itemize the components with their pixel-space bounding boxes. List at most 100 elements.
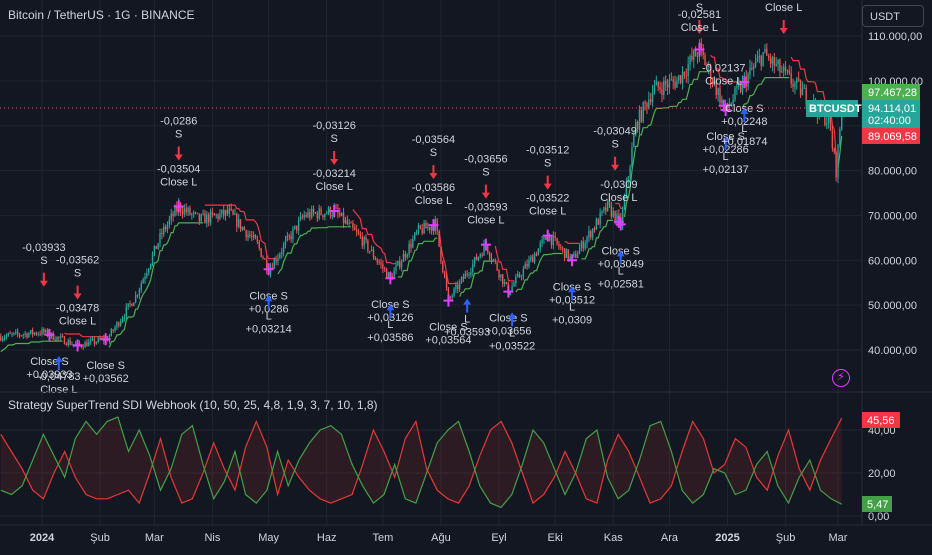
candle-body (84, 342, 86, 348)
candle-body (700, 42, 702, 49)
candle-body (35, 332, 38, 335)
time-tick-label: 2024 (30, 532, 55, 544)
signal-label: S (175, 128, 182, 140)
supertrend-up-line (397, 237, 438, 278)
candle-body (187, 207, 189, 213)
supertrend-down-line (64, 332, 108, 338)
candle-body (775, 64, 777, 66)
candle-body (0, 336, 2, 341)
candle-body (151, 254, 154, 264)
candle-body (344, 219, 347, 224)
candle-body (282, 244, 285, 253)
candle-body (251, 236, 253, 237)
supertrend-down-line (564, 241, 580, 244)
candle-body (114, 327, 116, 331)
candle-body (511, 286, 513, 292)
candle-body (741, 80, 744, 92)
candle-body (464, 273, 466, 279)
candle-body (15, 331, 17, 333)
candle-body (502, 274, 504, 285)
candle-body (593, 228, 596, 230)
candle-body (603, 207, 605, 211)
candle-body (629, 166, 631, 177)
candle-body (762, 52, 764, 66)
candle-body (88, 341, 90, 347)
candle-body (563, 248, 566, 259)
candle-body (517, 273, 519, 277)
candle-body (466, 273, 468, 275)
signal-label: Close S (86, 360, 125, 372)
candle-body (719, 88, 721, 104)
signal-label: -0,03593 (464, 202, 507, 214)
close-marker (503, 285, 514, 298)
candle-body (148, 268, 150, 273)
candle-body (642, 102, 644, 122)
candle-body (41, 329, 43, 335)
candle-body (612, 211, 614, 217)
candle-body (715, 80, 717, 96)
candle-body (545, 237, 547, 240)
candle-body (82, 346, 84, 348)
candle-body (260, 248, 262, 257)
candle-body (661, 89, 663, 95)
candle-body (16, 331, 19, 335)
price-labels: 97.467,28 BTCUSDT 94.114,01 02:40:00 89.… (0, 84, 920, 512)
lightning-icon[interactable]: ⚡ (832, 369, 850, 387)
signal-label: Close S (429, 322, 468, 334)
signal-label: S (40, 255, 47, 267)
candle-body (636, 121, 639, 130)
candle-body (595, 219, 598, 230)
candle-body (118, 322, 120, 326)
candle-body (281, 252, 283, 255)
candle-body (230, 208, 232, 211)
candle-body (670, 79, 673, 81)
long-arrow (721, 136, 730, 151)
time-tick-label: Şub (90, 532, 110, 544)
candle-body (3, 337, 6, 339)
candle-body (385, 269, 388, 278)
candle-body (679, 75, 682, 83)
candle-body (560, 247, 562, 249)
candle-body (689, 55, 691, 65)
candle-body (827, 114, 830, 124)
candle-body (355, 230, 358, 232)
candle-body (597, 219, 599, 225)
currency-selector-button[interactable]: USDT (862, 5, 924, 27)
signal-label: -0,03126 (312, 120, 355, 132)
candle-body (75, 343, 77, 345)
candle-body (428, 226, 431, 231)
candle-body (696, 56, 699, 58)
candle-body (153, 245, 156, 255)
candle-body (573, 253, 575, 257)
candle-body (768, 55, 770, 59)
short-arrow (39, 272, 48, 287)
candle-body (610, 204, 613, 217)
candle-body (451, 295, 453, 298)
candle-body (481, 254, 483, 256)
candle-body (136, 295, 139, 296)
supertrend-up-line (459, 260, 494, 297)
candle-body (374, 257, 377, 260)
candle-body (121, 318, 124, 322)
candle-body (350, 222, 352, 224)
candle-body (625, 182, 628, 198)
candle-body (582, 241, 584, 249)
candle-body (361, 236, 363, 246)
signal-label: -0,02137 (702, 63, 745, 75)
candle-body (384, 268, 386, 270)
candle-body (756, 57, 759, 62)
candle-body (297, 220, 300, 231)
candle-body (445, 277, 448, 288)
candle-body (348, 222, 350, 225)
candle-body (498, 270, 500, 278)
candle-body (556, 238, 558, 244)
candle-body (666, 84, 669, 88)
time-tick-label: Nis (204, 532, 220, 544)
candle-body (449, 297, 452, 299)
candle-body (60, 336, 62, 338)
time-tick-label: May (258, 532, 279, 544)
short-arrow (695, 20, 704, 34)
candle-body (575, 253, 577, 258)
